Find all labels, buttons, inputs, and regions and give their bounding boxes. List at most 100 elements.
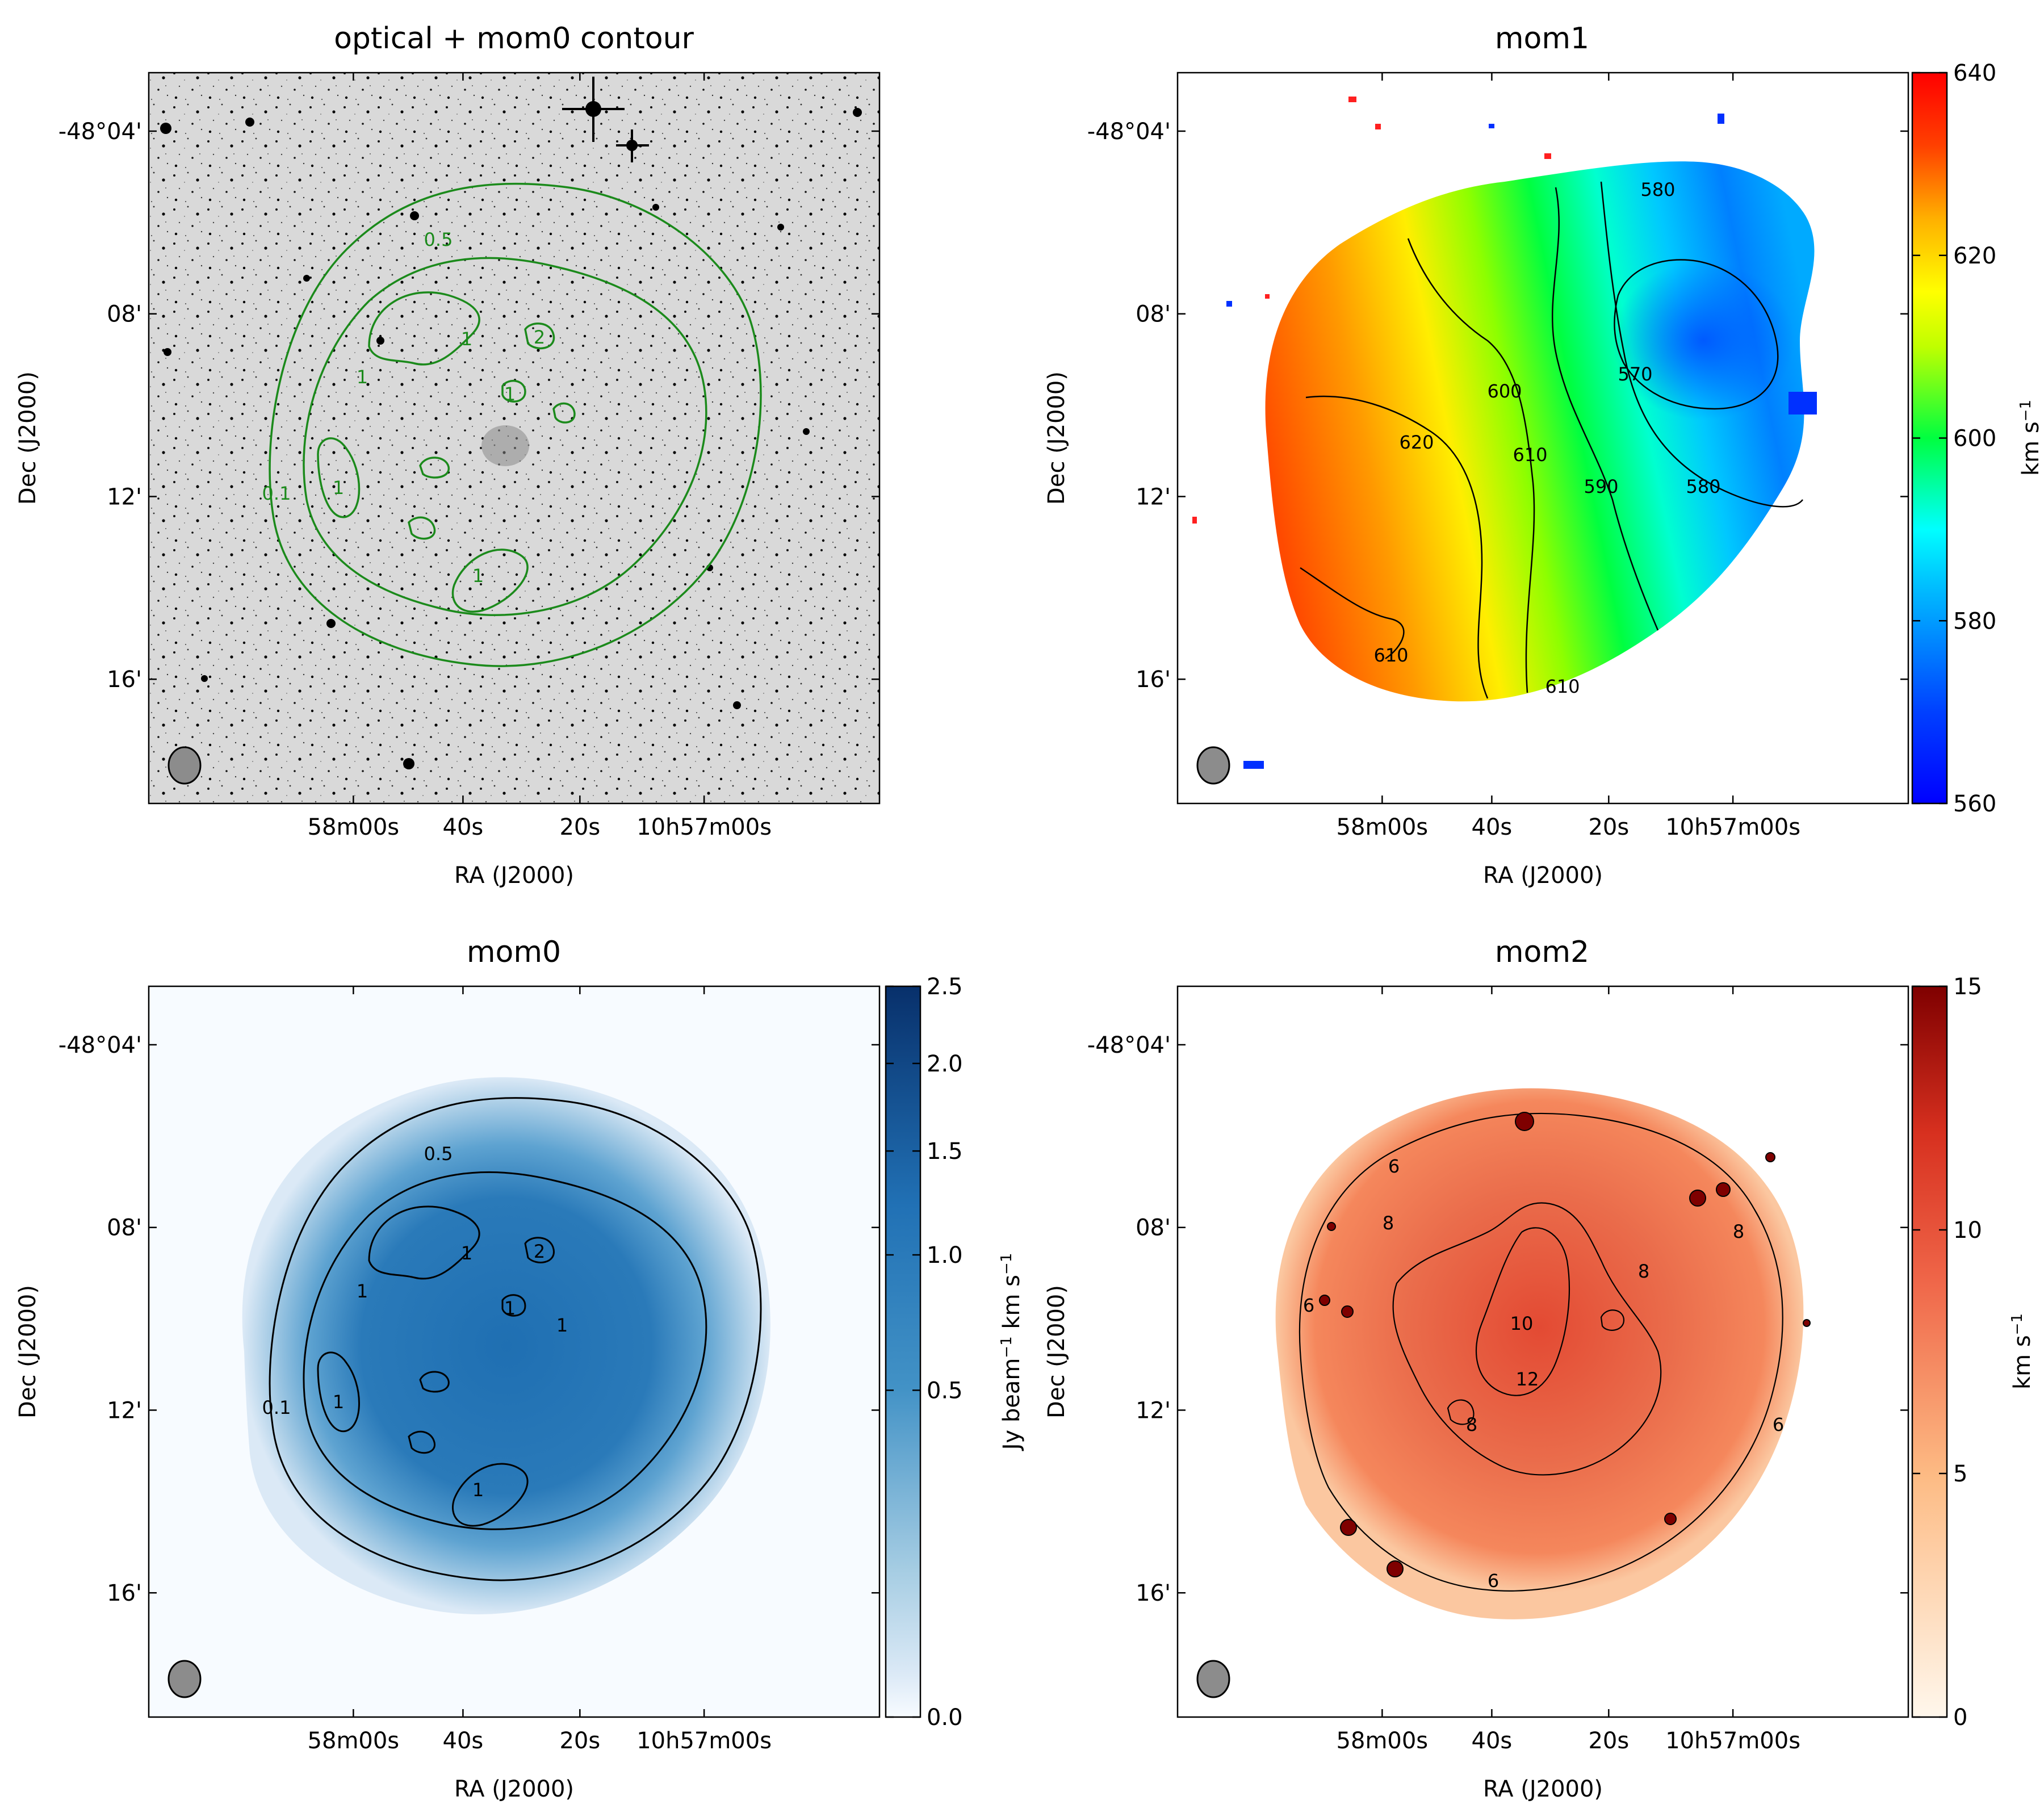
y-tick-label: 12' bbox=[1136, 1397, 1171, 1424]
contour-label: 570 bbox=[1618, 363, 1652, 385]
x-axis-label: RA (J2000) bbox=[1483, 863, 1603, 889]
mom0-contours bbox=[269, 182, 762, 667]
x-axis-label: RA (J2000) bbox=[1483, 1776, 1603, 1802]
y-axis-label: Dec (J2000) bbox=[1044, 1285, 1070, 1418]
axis-ticks: 58m00s 40s 20s 10h57m00s -48°04' 08' 12' 16' RA … bbox=[15, 73, 879, 889]
galaxy-core bbox=[481, 425, 529, 466]
x-tick-label: 58m00s bbox=[308, 814, 400, 840]
y-tick-label: 16' bbox=[1136, 1580, 1171, 1606]
colorbar-tick-label: 0.5 bbox=[927, 1378, 963, 1404]
dispersion-contours bbox=[1299, 1112, 1783, 1592]
beam-ellipse bbox=[1196, 1660, 1230, 1698]
axis-ticks: 58m00s 40s 20s 10h57m00s -48°04' 08' 12' 16' RA … bbox=[1044, 73, 1908, 889]
axes-frame bbox=[148, 72, 881, 805]
axes-frame bbox=[1176, 72, 1909, 805]
x-tick-label: 20s bbox=[1588, 1728, 1629, 1754]
panel-mom2: mom2 6 8 10 12 8 bbox=[1044, 935, 2035, 1802]
contour-label: 0.5 bbox=[424, 229, 453, 250]
colorbar-tick-label: 0.0 bbox=[927, 1705, 963, 1731]
axes-frame bbox=[148, 985, 881, 1718]
x-tick-label: 58m00s bbox=[1337, 814, 1429, 840]
x-tick-label: 40s bbox=[1472, 814, 1513, 840]
colorbar-tick-label: 620 bbox=[1953, 243, 1996, 269]
y-tick-label: 12' bbox=[1136, 484, 1171, 510]
mom2-image: 6 8 10 12 8 8 6 6 6 8 bbox=[1178, 986, 1908, 1717]
contour-label: 1 bbox=[461, 328, 472, 350]
y-tick-label: -48°04' bbox=[1087, 1032, 1171, 1058]
panel-title: optical + mom0 contour bbox=[334, 22, 694, 56]
y-tick-label: 16' bbox=[1136, 667, 1171, 693]
y-tick-label: 16' bbox=[107, 1580, 142, 1606]
contour-label: 2 bbox=[534, 326, 545, 348]
y-axis-label: Dec (J2000) bbox=[15, 1285, 41, 1418]
colorbar-tick-label: 10 bbox=[1953, 1217, 1982, 1244]
contour-label: 10 bbox=[1510, 1313, 1534, 1334]
contour-label: 8 bbox=[1638, 1261, 1649, 1282]
contour-label: 1 bbox=[333, 1391, 344, 1413]
x-tick-label: 20s bbox=[559, 814, 600, 840]
contour-label: 8 bbox=[1733, 1221, 1744, 1242]
contour-label: 610 bbox=[1545, 676, 1580, 697]
contour-label: 1 bbox=[504, 1297, 516, 1319]
contour-label: 12 bbox=[1516, 1368, 1539, 1390]
contour-label: 620 bbox=[1399, 432, 1434, 453]
contour-label: 580 bbox=[1640, 179, 1675, 200]
beam-ellipse bbox=[167, 1660, 202, 1698]
colorbar-tick-label: 600 bbox=[1953, 426, 1996, 452]
bright-stars bbox=[160, 77, 862, 769]
colorbar-tick-label: 15 bbox=[1953, 974, 1982, 1000]
colorbar-ticks: 640 620 600 580 560 bbox=[1912, 60, 1996, 817]
colorbar: 15 10 5 0 km s−1 bbox=[1911, 974, 2035, 1731]
colorbar-tick-label: 2.0 bbox=[927, 1051, 963, 1077]
y-tick-label: 12' bbox=[107, 1397, 142, 1424]
colorbar-label: km s−1 bbox=[2017, 400, 2044, 476]
colorbar-tick-label: 0 bbox=[1953, 1705, 1967, 1731]
beam-ellipse bbox=[1196, 746, 1230, 785]
beam-ellipse bbox=[167, 746, 202, 785]
contour-label: 1 bbox=[504, 383, 516, 405]
mom0-contours bbox=[269, 1097, 762, 1581]
panel-title: mom2 bbox=[1495, 935, 1589, 969]
colorbar-label: km s−1 bbox=[2009, 1313, 2035, 1389]
x-tick-label: 20s bbox=[1588, 814, 1629, 840]
contour-label: 580 bbox=[1686, 476, 1720, 497]
colorbar-tick-label: 560 bbox=[1953, 791, 1996, 817]
contour-label: 8 bbox=[1466, 1414, 1477, 1435]
panel-optical: optical + mom0 contour bbox=[15, 22, 881, 889]
contour-label: 6 bbox=[1488, 1570, 1499, 1592]
y-tick-label: 08' bbox=[1136, 1215, 1171, 1241]
colorbar-tick-label: 640 bbox=[1953, 60, 1996, 86]
x-tick-label: 10h57m00s bbox=[1665, 814, 1800, 840]
contour-label: 590 bbox=[1584, 476, 1618, 497]
x-tick-label: 58m00s bbox=[1337, 1728, 1429, 1754]
colorbar-label: Jy beam−1 km s−1 bbox=[998, 1253, 1025, 1452]
contour-label: 6 bbox=[1303, 1295, 1314, 1316]
y-tick-label: 08' bbox=[1136, 302, 1171, 328]
x-tick-label: 10h57m00s bbox=[636, 814, 772, 840]
contour-label: 0.1 bbox=[262, 483, 291, 504]
colorbar-tick-label: 2.5 bbox=[927, 974, 963, 1000]
y-tick-label: 12' bbox=[107, 484, 142, 510]
y-tick-label: 08' bbox=[107, 302, 142, 328]
contour-label: 1 bbox=[461, 1242, 472, 1264]
colorbar: 640 620 600 580 560 km s−1 bbox=[1911, 60, 2044, 817]
contour-label: 1 bbox=[472, 1479, 484, 1501]
mom1-image: 580 570 600 610 590 580 620 610 610 bbox=[1178, 73, 1908, 803]
optical-image: 0.5 1 1 1 1 1 2 0.1 bbox=[149, 73, 879, 803]
contour-label: 600 bbox=[1487, 380, 1522, 402]
colorbar-ticks: 2.5 2.0 1.5 1.0 0.5 0.0 bbox=[886, 974, 963, 1731]
axes-frame bbox=[1176, 985, 1909, 1718]
y-tick-label: -48°04' bbox=[58, 1032, 142, 1058]
velocity-min-region bbox=[1612, 261, 1794, 420]
panel-title: mom0 bbox=[467, 935, 561, 969]
isovelocity-contours bbox=[1300, 181, 1803, 699]
colorbar-tick-label: 1.0 bbox=[927, 1242, 963, 1268]
x-tick-label: 58m00s bbox=[308, 1728, 400, 1754]
x-axis-label: RA (J2000) bbox=[454, 863, 574, 889]
y-tick-label: 16' bbox=[107, 667, 142, 693]
colorbar-tick-label: 1.5 bbox=[927, 1138, 963, 1165]
x-tick-label: 20s bbox=[559, 1728, 600, 1754]
panel-title: mom1 bbox=[1495, 22, 1589, 56]
contour-label: 1 bbox=[472, 565, 484, 587]
